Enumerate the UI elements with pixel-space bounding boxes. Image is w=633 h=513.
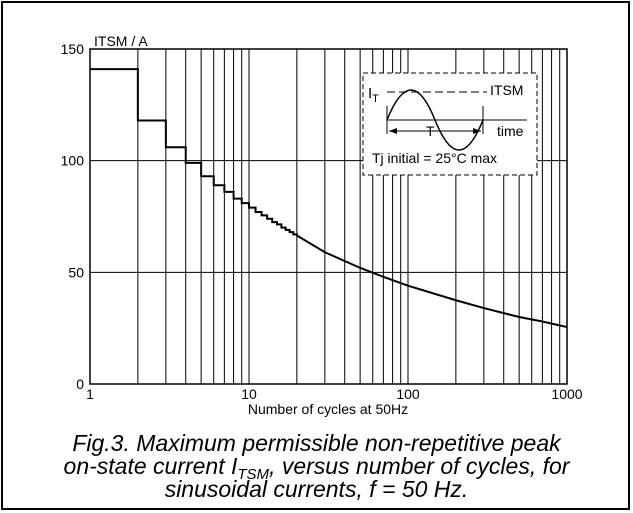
x-tick-label: 1 xyxy=(86,386,94,402)
itsm-curve xyxy=(90,68,568,329)
inset-arrowhead-right xyxy=(473,128,481,134)
caption-line-2-end: , versus number of cycles, for xyxy=(269,453,570,479)
y-tick-label: 0 xyxy=(76,376,84,392)
x-tick-label: 1000 xyxy=(551,386,582,402)
y-tick-label: 50 xyxy=(68,264,84,280)
caption-line-2: on-state current ITSM, versus number of … xyxy=(0,455,633,486)
inset-it-subscript: T xyxy=(372,93,379,105)
y-tick-label: 100 xyxy=(61,153,85,169)
inset-time-label: time xyxy=(497,123,524,139)
plot-area-border xyxy=(89,48,568,385)
caption-subscript: TSM xyxy=(237,466,270,483)
inset-itsm-label: ITSM xyxy=(490,82,523,98)
tick-labels: 1 10 100 1000 0 50 100 150 xyxy=(61,41,583,402)
itsm-chart: 1 10 100 1000 0 50 100 150 ITSM / A Number of c… xyxy=(61,33,583,417)
caption-line-1: Fig.3. Maximum permissible non-repetitiv… xyxy=(72,430,561,456)
y-axis-label: ITSM / A xyxy=(94,33,148,49)
inset-it-label: IT xyxy=(368,85,379,105)
x-tick-label: 10 xyxy=(241,386,257,402)
y-tick-label: 150 xyxy=(61,41,85,57)
inset-arrowhead-left xyxy=(389,128,397,134)
inset-frame xyxy=(362,72,538,176)
inset-period-label: T xyxy=(426,123,435,139)
x-tick-label: 100 xyxy=(396,386,420,402)
inset-tj-label: Tj initial = 25°C max xyxy=(372,150,497,166)
caption-line-2-start: on-state current I xyxy=(63,453,238,479)
inset-waveform-box: IT ITSM T time Tj initial = 25°C max xyxy=(362,72,538,176)
inset-sine-wave xyxy=(386,89,484,151)
caption-line-3: sinusoidal currents, f = 50 Hz. xyxy=(164,476,469,502)
x-axis-label: Number of cycles at 50Hz xyxy=(248,401,408,417)
